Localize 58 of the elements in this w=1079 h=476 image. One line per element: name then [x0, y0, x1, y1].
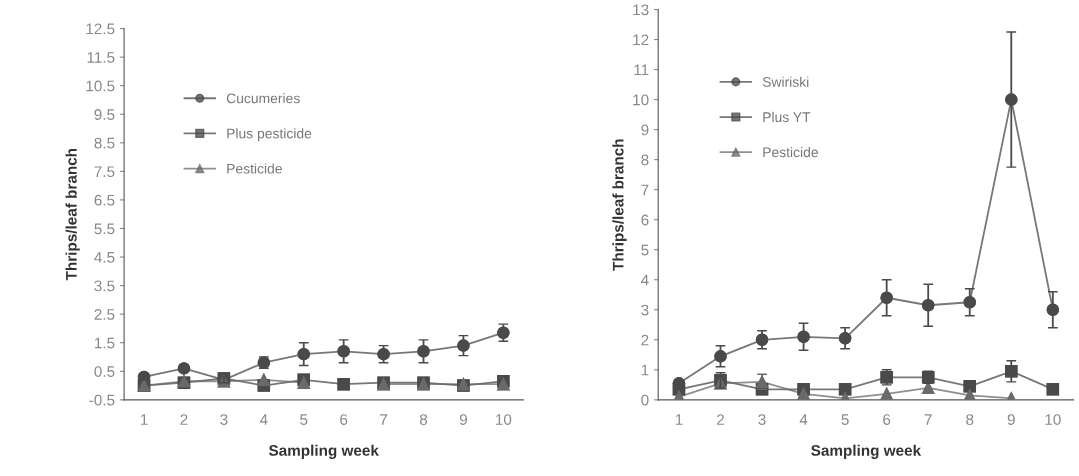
x-tick-label: 6 — [340, 414, 348, 425]
y-tick-label: 7.5 — [94, 166, 115, 178]
y-tick-label: 12 — [633, 34, 649, 46]
y-tick-label: 3.5 — [94, 280, 115, 292]
x-tick-label: 4 — [799, 414, 808, 425]
y-tick-label: 3 — [641, 304, 649, 316]
legend-label: Pesticide — [763, 147, 818, 158]
x-tick-label: 8 — [419, 414, 428, 425]
y-axis-title: Thrips/leaf branch — [65, 148, 80, 281]
x-tick-label: 2 — [180, 414, 188, 425]
y-tick-label: 1.5 — [94, 337, 115, 349]
x-tick-label: 1 — [675, 414, 683, 425]
x-axis-title: Sampling week — [268, 444, 379, 459]
y-tick-label: 11.5 — [87, 52, 115, 63]
x-tick-label: 3 — [758, 414, 766, 425]
x-tick-label: 10 — [1045, 414, 1061, 425]
y-tick-label: 6.5 — [94, 194, 115, 206]
y-tick-label: -0.5 — [89, 394, 115, 406]
x-tick-label: 7 — [380, 414, 388, 425]
y-tick-label: 12.5 — [86, 23, 115, 35]
x-axis-title: Sampling week — [811, 444, 922, 459]
y-axis-title: Thrips/leaf branch — [612, 139, 627, 271]
x-tick-label: 9 — [1007, 414, 1015, 425]
y-tick-label: 10 — [633, 94, 649, 106]
legend-label: Pesticide — [227, 163, 282, 174]
x-tick-label: 3 — [220, 414, 228, 425]
y-tick-label: 0.5 — [94, 366, 115, 377]
y-tick-label: 1 — [641, 364, 649, 376]
y-tick-label: 10.5 — [86, 80, 115, 92]
legend-label: Cucumeries — [226, 93, 300, 104]
y-tick-label: 4.5 — [94, 252, 115, 263]
y-tick-label: 9.5 — [94, 109, 115, 120]
x-tick-label: 5 — [841, 414, 849, 425]
y-tick-label: 6 — [641, 214, 649, 226]
x-tick-label: 6 — [883, 414, 891, 425]
y-tick-label: 9 — [641, 124, 649, 136]
y-tick-label: 8.5 — [94, 137, 115, 149]
y-tick-label: 11 — [634, 64, 649, 76]
legend-label: Swiriski — [762, 76, 809, 87]
y-tick-label: 5.5 — [94, 223, 115, 235]
y-tick-label: 8 — [641, 154, 649, 166]
y-tick-label: 7 — [641, 184, 649, 196]
x-tick-label: 5 — [300, 414, 308, 425]
x-tick-label: 9 — [459, 414, 467, 425]
y-tick-label: 4 — [641, 274, 649, 286]
x-tick-label: 4 — [259, 414, 268, 425]
x-tick-label: 10 — [496, 414, 512, 425]
x-tick-label: 7 — [924, 414, 932, 425]
x-tick-label: 1 — [140, 414, 148, 425]
y-tick-label: 0 — [641, 394, 649, 406]
y-tick-label: 5 — [641, 244, 649, 256]
legend-label: Plus YT — [763, 111, 811, 123]
legend-label: Plus pesticide — [227, 128, 312, 142]
x-tick-label: 2 — [717, 414, 724, 425]
y-tick-label: 2 — [641, 334, 649, 346]
y-tick-label: 13 — [633, 4, 649, 16]
x-tick-label: 8 — [966, 414, 974, 425]
y-tick-label: 2.5 — [94, 309, 115, 320]
